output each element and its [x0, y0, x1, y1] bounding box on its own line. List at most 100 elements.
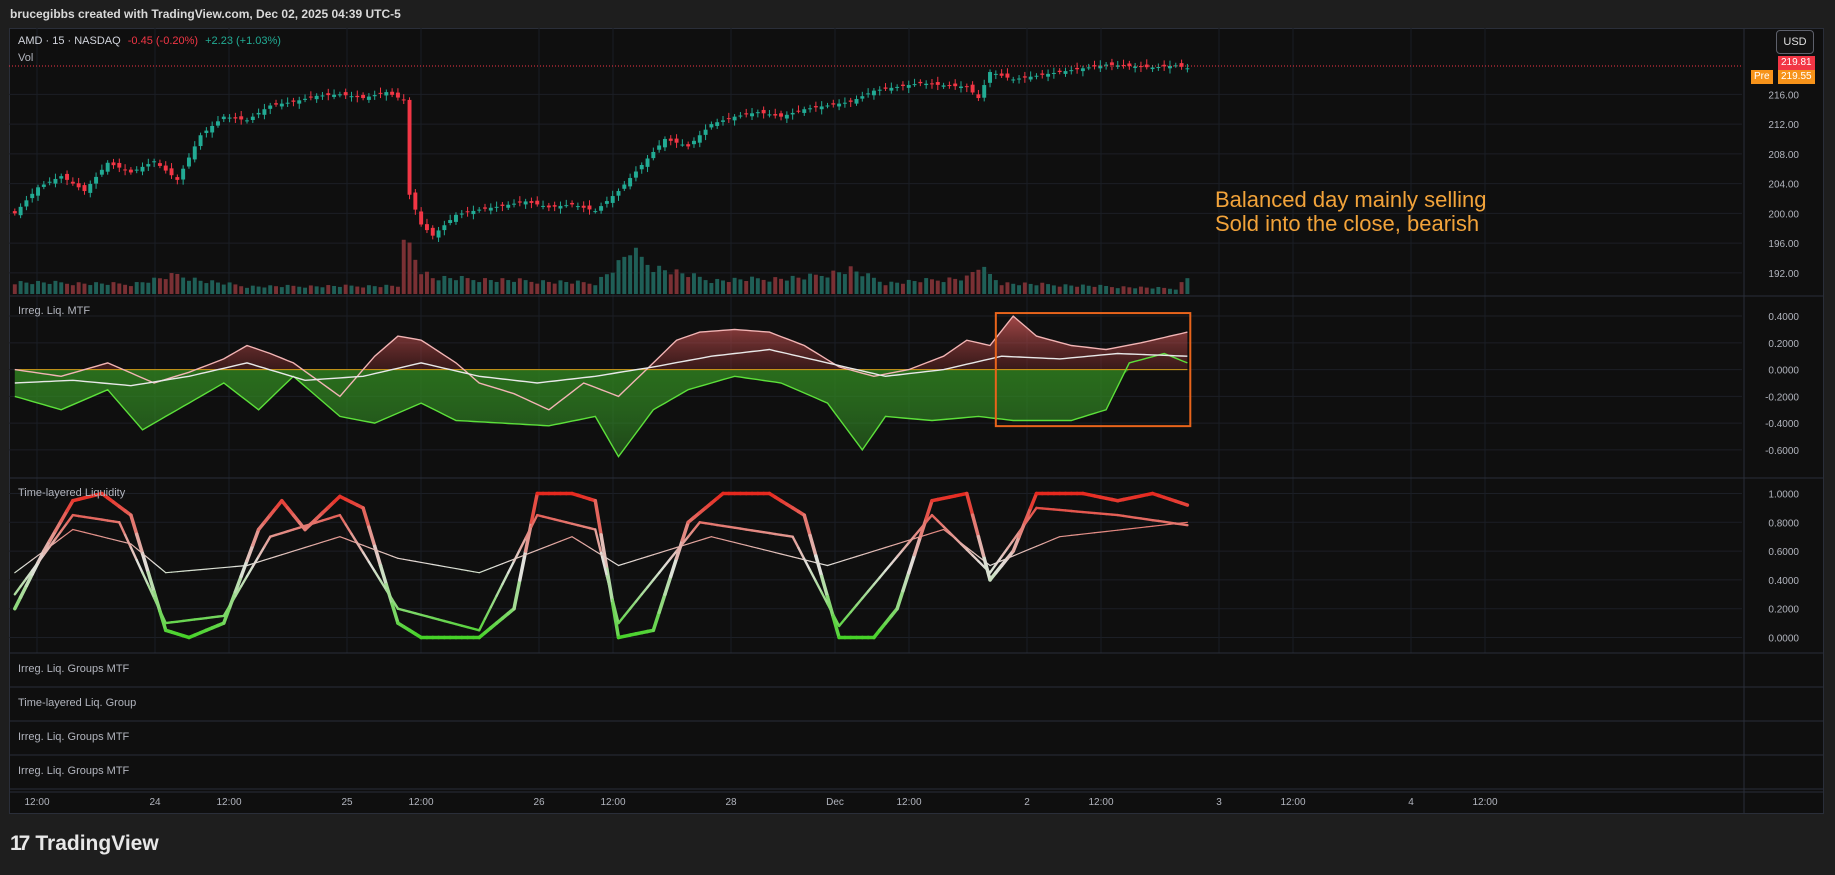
tl-series-segment — [449, 566, 457, 570]
chart-frame[interactable] — [9, 28, 1824, 814]
volume-bar — [308, 285, 313, 294]
candle-body — [303, 98, 308, 100]
tl-series-segment — [983, 560, 991, 567]
candle-body — [459, 213, 464, 215]
candle-body — [1080, 68, 1085, 72]
volume-bar — [239, 286, 244, 294]
tl-series-segment — [25, 569, 34, 580]
tl-series-segment — [65, 513, 75, 525]
collapsed-pane-title[interactable]: Irreg. Liq. Groups MTF — [18, 765, 130, 777]
tl-series-segment — [14, 567, 22, 574]
volume-bar — [1028, 283, 1033, 294]
tl-series-segment — [565, 536, 573, 540]
tl-series-segment — [378, 563, 389, 587]
volume-bar — [570, 283, 575, 294]
highlight-box[interactable] — [994, 312, 1192, 428]
candle-body — [982, 85, 987, 98]
volume-bar — [651, 272, 656, 294]
volume-bar — [988, 273, 992, 294]
candle-body — [790, 112, 795, 115]
chart-canvas[interactable]: 216.00 212.00 208.00 204.00 200.00 196.00 192.… — [9, 28, 1824, 814]
tl-series-segment — [599, 533, 609, 571]
time-axis[interactable]: 12:00 24 12:00 25 12:00 26 12:00 28 Dec 12:00 2 12:… — [9, 791, 1824, 808]
tl-series-segment — [617, 614, 626, 625]
tl-series-segment — [281, 552, 289, 556]
tl-series-segment — [240, 564, 248, 567]
tl-series-segment — [884, 545, 892, 549]
tl-series-segment — [722, 538, 730, 542]
tl-series-segment — [490, 565, 498, 569]
volume-bar — [436, 280, 441, 294]
tl-series-segment — [292, 548, 300, 552]
volume-bar — [662, 270, 667, 294]
collapsed-pane-title[interactable]: Irreg. Liq. Groups MTF — [18, 731, 130, 743]
tl-series-segment — [901, 570, 911, 593]
candle-body — [390, 91, 395, 95]
volume-bar — [773, 277, 778, 294]
tl-series-segment — [339, 536, 347, 540]
tl-series-segment — [333, 536, 341, 540]
tl-series-segment — [350, 540, 358, 544]
volume-bar — [181, 277, 186, 294]
candle-body — [802, 109, 807, 113]
volume-bar — [175, 273, 180, 294]
candle-body — [343, 92, 348, 96]
candle-body — [587, 205, 592, 210]
volume-bar — [430, 278, 435, 294]
tl-series-segment — [420, 561, 428, 565]
tradingview-logo[interactable]: 17 TradingView — [10, 832, 159, 856]
candle-body — [76, 183, 81, 188]
collapsed-pane-title[interactable]: Irreg. Liq. Groups MTF — [18, 663, 130, 675]
volume-bar — [18, 281, 23, 294]
currency-button[interactable]: USD — [1776, 30, 1814, 54]
candle-body — [575, 206, 580, 208]
volume-label[interactable]: Vol — [18, 52, 34, 64]
volume-bar — [477, 282, 482, 294]
symbol-name[interactable]: AMD · 15 · NASDAQ — [18, 35, 121, 47]
time-layered-pane-title[interactable]: Time-layered Liquidity — [18, 487, 126, 499]
price-axis[interactable]: 216.00 212.00 208.00 204.00 200.00 196.00 192.… — [1765, 90, 1799, 644]
candle-body — [332, 94, 337, 97]
time-layered-liquidity-plot — [13, 491, 1190, 640]
tl-series-segment — [362, 544, 370, 549]
volume-bar — [70, 285, 75, 294]
candle-body — [686, 144, 691, 147]
chart-annotation[interactable]: Balanced day mainly selling Sold into th… — [1215, 188, 1487, 236]
tl-series-segment — [239, 575, 249, 588]
tl-series-segment — [896, 541, 904, 545]
indicator-tick-label: 1.0000 — [1768, 490, 1799, 501]
candle-body — [854, 98, 859, 104]
volume-bar — [256, 286, 261, 294]
time-tick-label: 12:00 — [1280, 797, 1305, 808]
tl-series-segment — [989, 562, 997, 567]
tl-series-segment — [217, 566, 225, 569]
tl-series-segment — [158, 609, 167, 625]
tl-series-segment — [1169, 523, 1177, 525]
tl-series-segment — [774, 551, 782, 555]
volume-bar — [848, 266, 853, 294]
candle-body — [819, 106, 824, 110]
candle-body — [703, 129, 708, 135]
irreg-liq-pane-title[interactable]: Irreg. Liq. MTF — [18, 305, 91, 317]
tl-series-segment — [252, 561, 260, 565]
tl-series-segment — [942, 528, 950, 535]
tl-series-segment — [902, 539, 910, 543]
candle-body — [628, 178, 633, 187]
volume-bar — [883, 285, 888, 294]
tl-series-segment — [1093, 531, 1101, 534]
volume-bar — [494, 281, 499, 294]
tl-series-segment — [513, 556, 521, 560]
collapsed-pane-title[interactable]: Time-layered Liq. Group — [18, 697, 137, 709]
tl-series-segment — [970, 513, 981, 539]
volume-bar — [622, 256, 627, 294]
volume-bar — [419, 274, 424, 294]
tl-series-segment — [634, 593, 643, 603]
volume-bar — [152, 277, 157, 294]
volume-bar — [959, 280, 963, 294]
time-tick-label: 25 — [341, 797, 353, 808]
candle-body — [157, 163, 162, 166]
pane-dividers[interactable] — [9, 28, 1824, 814]
indicator-tick-label: 0.0000 — [1768, 633, 1799, 644]
tl-series-segment — [478, 569, 486, 574]
volume-bar — [210, 280, 215, 294]
